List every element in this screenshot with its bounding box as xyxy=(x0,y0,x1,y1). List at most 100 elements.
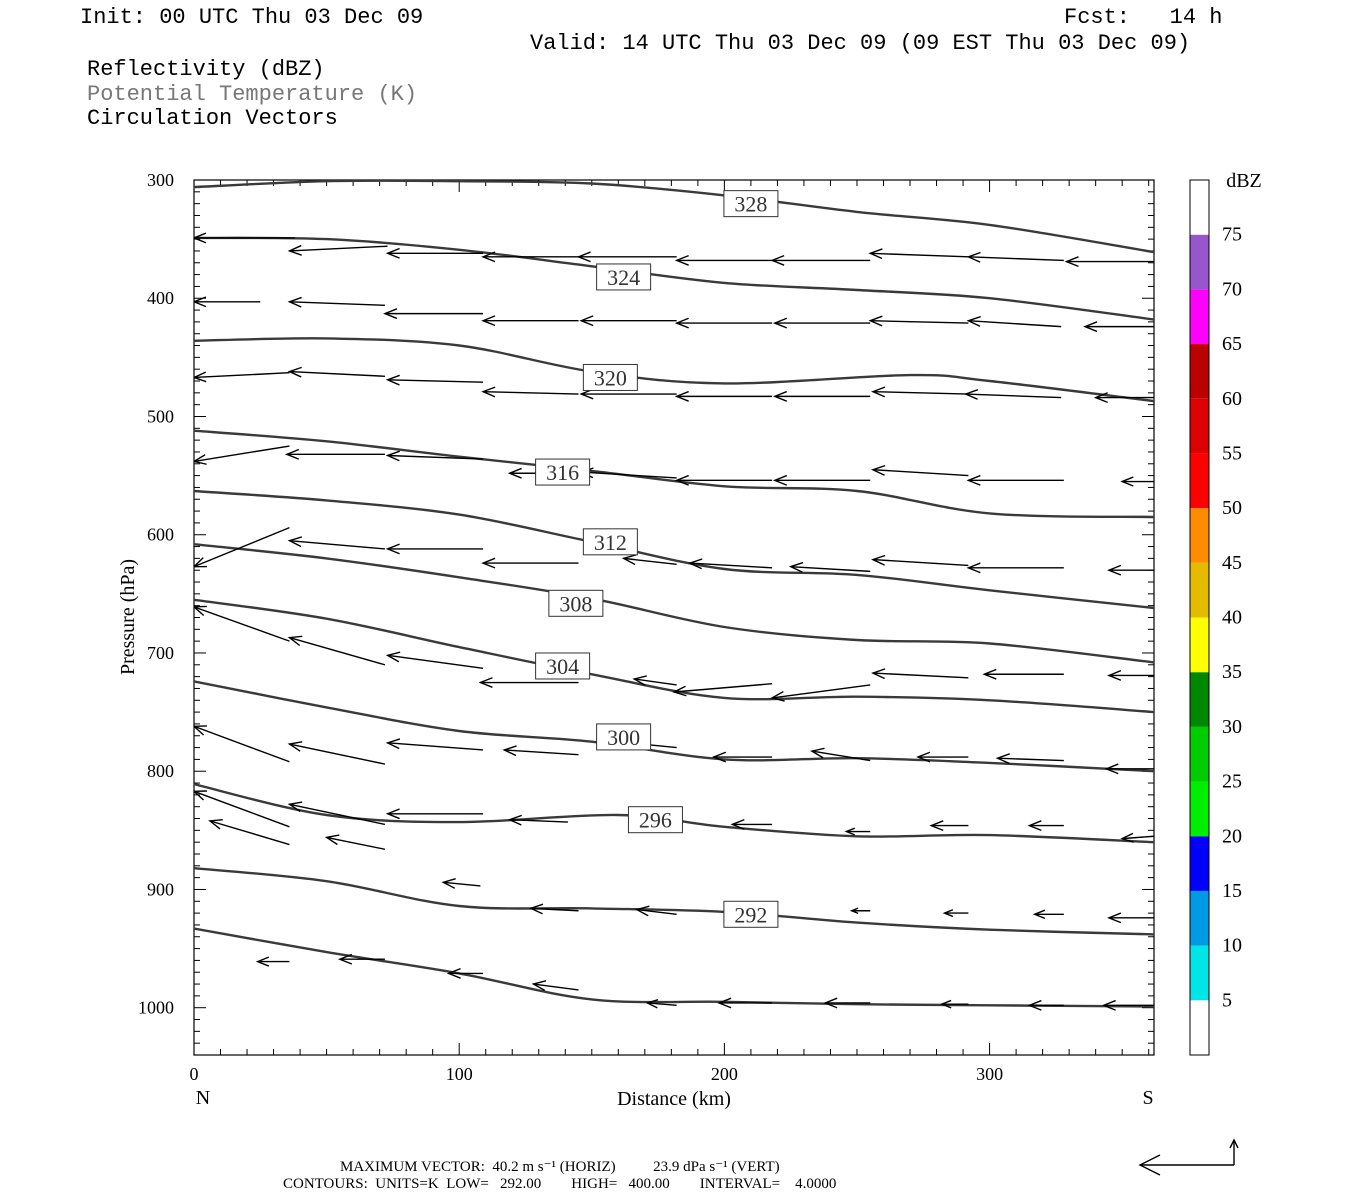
vector-shaft xyxy=(504,749,579,756)
circulation-vector xyxy=(579,315,677,327)
vector-shaft xyxy=(289,636,386,666)
contour-label-324: 324 xyxy=(596,263,652,291)
theta-contour-316 xyxy=(194,429,1154,519)
contour-label-text: 324 xyxy=(607,265,640,290)
vector-shaft xyxy=(636,908,677,915)
circulation-vector xyxy=(871,668,969,680)
colorbar-level-label: 20 xyxy=(1222,825,1242,847)
circulation-vector xyxy=(441,878,481,889)
vector-shaft xyxy=(689,562,773,569)
vector-shaft xyxy=(289,301,385,307)
x-tick-label: 0 xyxy=(190,1064,199,1084)
vector-shaft xyxy=(194,606,290,642)
colorbar-level-label: 50 xyxy=(1222,497,1242,519)
x-tick-label: 200 xyxy=(711,1064,738,1084)
circulation-vector xyxy=(823,997,871,1009)
colorbar-segment xyxy=(1190,890,1209,946)
circulation-vector xyxy=(385,808,484,820)
vector-arrowhead xyxy=(1104,763,1119,775)
vector-arrowhead xyxy=(1083,321,1098,333)
vector-arrowhead xyxy=(966,474,981,486)
vector-arrowhead xyxy=(287,366,302,378)
circulation-vector xyxy=(717,997,773,1009)
circulation-vector xyxy=(194,445,290,465)
colorbar-segment xyxy=(1190,453,1209,509)
vector-shaft xyxy=(811,750,871,762)
vector-arrowhead xyxy=(672,685,687,697)
vector-shaft xyxy=(1122,835,1154,840)
vector-arrowhead xyxy=(823,997,838,1009)
vector-arrowhead xyxy=(481,315,496,327)
circulation-vector xyxy=(929,820,969,832)
circulation-vector xyxy=(255,956,290,967)
theta-contour-324 xyxy=(194,236,1154,321)
circulation-vector xyxy=(507,814,568,826)
field-vectors: Circulation Vectors xyxy=(87,106,338,131)
colorbar-level-label: 35 xyxy=(1222,661,1242,683)
vector-shaft xyxy=(209,820,290,846)
vector-shaft xyxy=(872,390,969,395)
circulation-vector xyxy=(194,232,295,244)
vector-arrowhead xyxy=(844,827,855,836)
vector-arrowhead xyxy=(385,651,401,663)
circulation-vector xyxy=(287,635,386,666)
vector-arrowhead xyxy=(287,536,303,548)
y-tick-label: 600 xyxy=(147,525,174,545)
circulation-vector xyxy=(674,254,775,266)
y-tick-labels: 300 400 500 600 700 800 900 1000 xyxy=(138,170,174,1018)
circulation-vector xyxy=(385,450,484,462)
field-reflectivity: Reflectivity (dBZ) xyxy=(87,57,325,82)
colorbar-segment xyxy=(1190,781,1209,837)
colorbar-level-label: 15 xyxy=(1222,880,1242,902)
vector-arrowhead xyxy=(929,820,944,832)
vector-shaft xyxy=(870,252,969,258)
vector-shaft xyxy=(194,790,290,828)
vector-shaft xyxy=(647,1002,677,1007)
circulation-vector xyxy=(1120,832,1154,843)
vector-arrowhead xyxy=(772,390,788,402)
circulation-vector xyxy=(1107,669,1154,681)
y-tick-label: 1000 xyxy=(138,998,174,1018)
vector-arrowhead xyxy=(287,635,303,647)
circulation-vector xyxy=(1064,256,1154,268)
vector-shaft xyxy=(194,372,290,379)
circulation-vector xyxy=(1120,476,1154,487)
circulation-vector xyxy=(383,308,484,320)
colorbar-level-label: 5 xyxy=(1222,989,1232,1011)
vector-arrowhead xyxy=(287,296,302,308)
vector-arrowhead xyxy=(1027,820,1042,832)
vector-arrowhead xyxy=(579,315,594,327)
colorbar-segment xyxy=(1190,562,1209,618)
contour-label-text: 300 xyxy=(607,725,640,750)
colorbar-frame xyxy=(1189,179,1210,1056)
circulation-vector xyxy=(194,296,261,308)
circulation-vector xyxy=(531,980,579,991)
theta-contour-304 xyxy=(194,598,1154,714)
vector-arrowhead xyxy=(995,753,1010,765)
circulation-vector xyxy=(1104,763,1154,775)
y-tick-label: 300 xyxy=(147,170,174,190)
vector-arrowhead xyxy=(942,909,954,918)
vector-shaft xyxy=(387,454,484,460)
circulation-vector xyxy=(730,818,773,830)
vector-arrowhead xyxy=(441,878,456,889)
vector-shaft xyxy=(872,558,969,567)
circulation-vector xyxy=(674,317,773,329)
contour-label-text: 320 xyxy=(594,365,627,390)
vector-arrowhead xyxy=(481,557,496,569)
colorbar-segment xyxy=(1190,398,1209,454)
circulation-vector xyxy=(672,683,773,697)
circulation-vector xyxy=(287,741,386,765)
y-tick-label: 900 xyxy=(147,879,174,899)
vector-arrowhead xyxy=(772,317,788,329)
circulation-vector xyxy=(963,389,1062,400)
vector-arrowhead xyxy=(1027,999,1042,1011)
vector-shaft xyxy=(289,743,386,765)
circulation-vector xyxy=(995,753,1064,765)
vector-arrowhead xyxy=(621,554,637,566)
circulation-vector xyxy=(711,751,773,763)
vector-shaft xyxy=(509,818,568,823)
theta-contour-312 xyxy=(194,489,1154,610)
vector-arrowhead xyxy=(507,814,522,826)
